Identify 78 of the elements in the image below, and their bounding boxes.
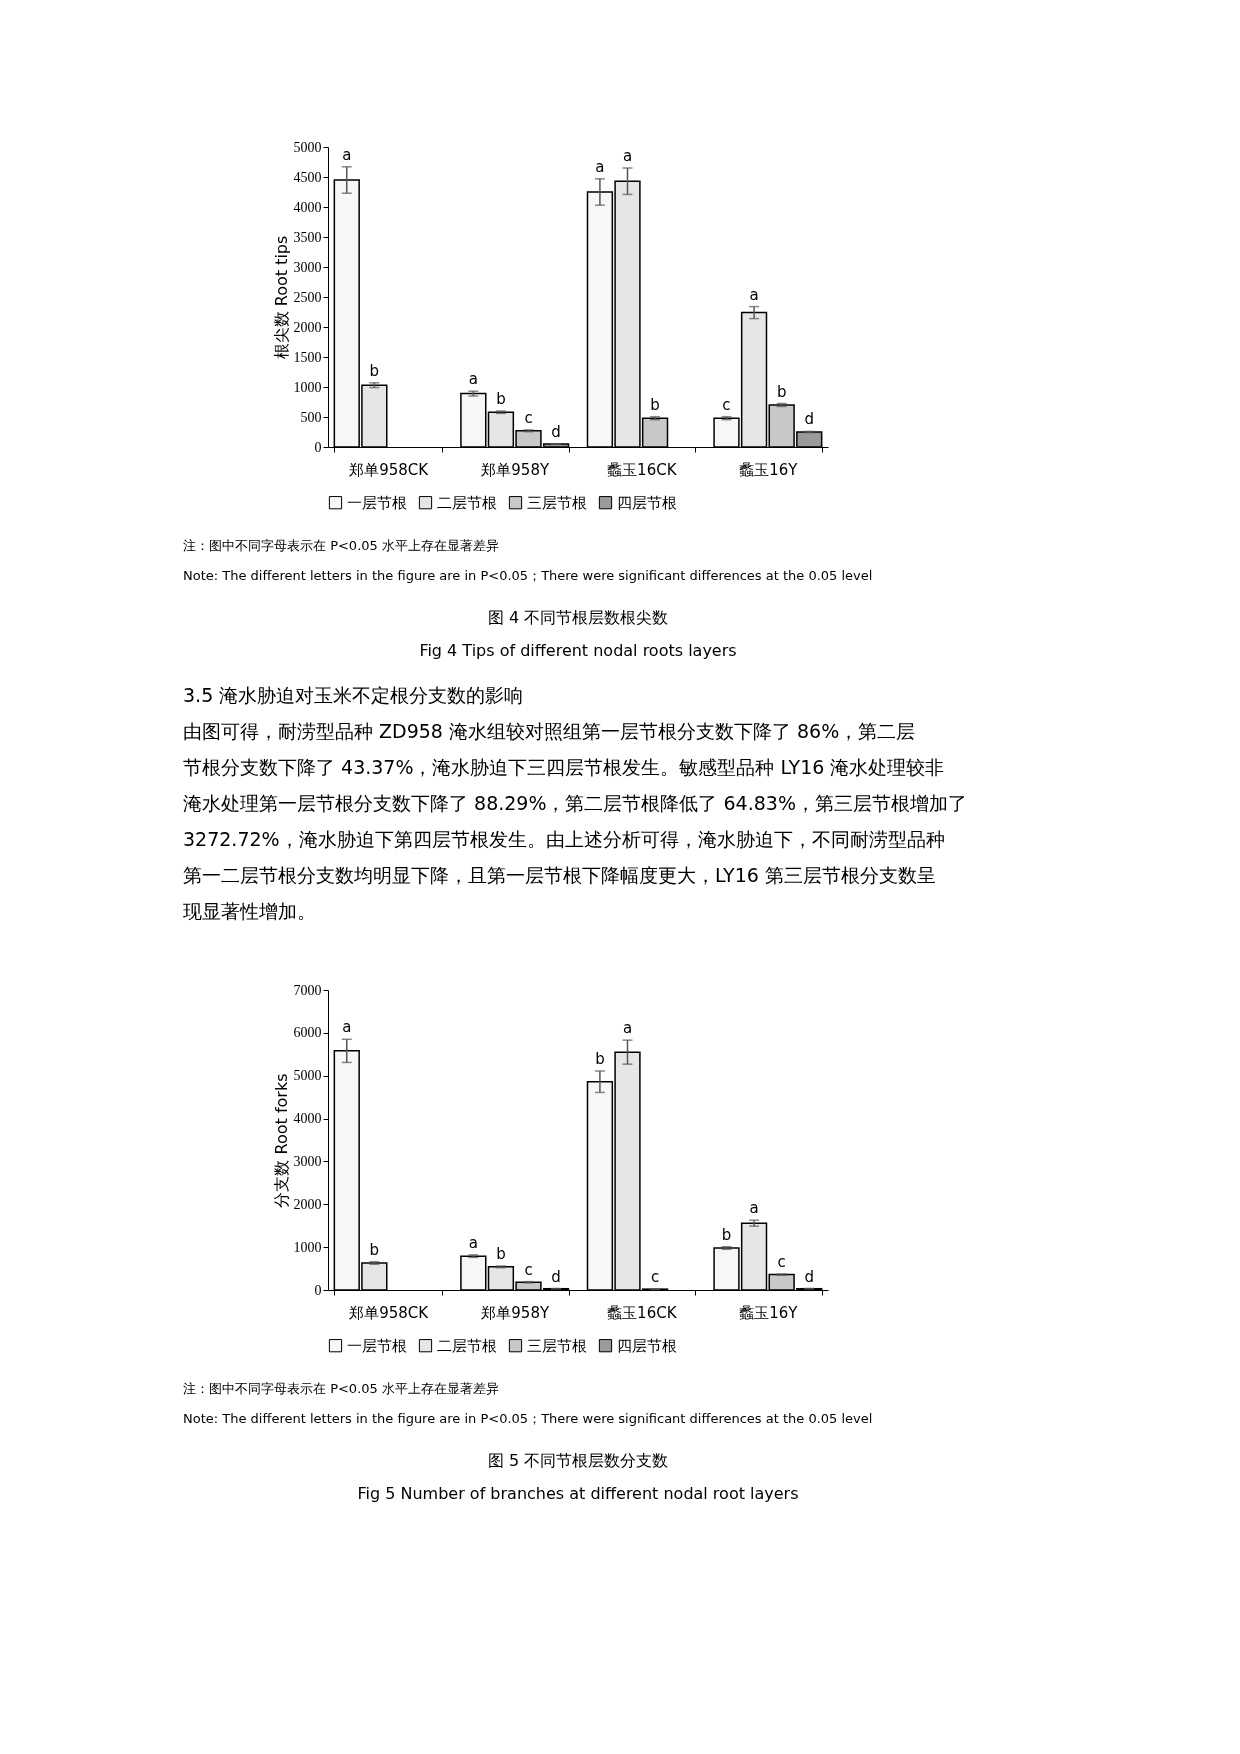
- data-label: b: [369, 1240, 380, 1259]
- y-tick-label: 3000: [293, 1153, 322, 1169]
- legend-label: 一层节根: [347, 493, 407, 512]
- text: Note: The different letters in the figure are in P<0.05；There were significant differences at the 0.05 level: [183, 1411, 873, 1426]
- y-tick-label: 1000: [293, 379, 322, 395]
- x-tick-label: 蠡玉16Y: [739, 460, 799, 479]
- y-axis-title: 根尖数 Root tips: [271, 235, 291, 360]
- legend-label: 三层节根: [527, 1336, 587, 1355]
- x-tick-label: 郑单958Y: [481, 460, 550, 479]
- caption: 图 5 不同节根层数分支数: [487, 1451, 669, 1470]
- data-label: d: [804, 410, 815, 429]
- y-axis-title: 分支数 Root forks: [271, 1073, 291, 1208]
- data-label: a: [622, 1019, 633, 1038]
- y-tick-label: 1000: [293, 1239, 322, 1255]
- y-tick-label: 4000: [293, 1111, 322, 1127]
- data-label: c: [722, 395, 731, 414]
- y-tick-label: 3000: [293, 259, 322, 275]
- data-label: c: [524, 408, 533, 427]
- legend-label: 四层节根: [617, 493, 677, 512]
- data-label: a: [595, 157, 605, 176]
- text: 由图可得，耐涝型品种 ZD958 淹水组较对照组第一层节根分支数下降了 86%，第二层: [183, 720, 916, 742]
- data-label: b: [721, 1225, 732, 1244]
- data-label: d: [551, 1267, 561, 1286]
- text: 注：图中不同字母表示在 P<0.05 水平上存在显著差异: [183, 1381, 499, 1396]
- data-label: c: [650, 1267, 660, 1286]
- legend-label: 二层节根: [437, 1336, 497, 1355]
- text: 第一二层节根分支数均明显下降，且第一层节根下降幅度更大，LY16 第三层节根分支数呈: [183, 864, 936, 886]
- y-tick-label: 4000: [293, 199, 322, 215]
- y-tick-label: 4500: [293, 169, 322, 185]
- legend-label: 三层节根: [527, 493, 587, 512]
- x-tick-label: 郑单958CK: [349, 460, 430, 479]
- text: 淹水处理第一层节根分支数下降了 88.29%，第二层节根降低了 64.83%，第三层节根增加了: [183, 792, 967, 814]
- y-tick-label: 2500: [293, 289, 322, 305]
- y-tick-label: 0: [314, 1282, 322, 1298]
- text: 现显著性增加。: [183, 900, 316, 922]
- y-tick-label: 2000: [293, 1196, 322, 1212]
- x-tick-label: 郑单958Y: [481, 1303, 550, 1322]
- y-tick-label: 6000: [293, 1025, 322, 1041]
- y-tick-label: 0: [314, 439, 322, 455]
- data-label: b: [496, 390, 506, 408]
- text: 节根分支数下降了 43.37%，淹水胁迫下三四层节根发生。敏感型品种 LY16 淹水处理较非: [183, 756, 945, 778]
- text: 3272.72%，淹水胁迫下第四层节根发生。由上述分析可得，淹水胁迫下，不同耐涝型品种: [183, 828, 945, 850]
- y-tick-label: 5000: [293, 139, 322, 155]
- data-label: c: [524, 1260, 533, 1279]
- legend-label: 一层节根: [347, 1336, 407, 1355]
- data-label: a: [468, 1233, 478, 1252]
- caption: Fig 4 Tips of different nodal roots layers: [419, 641, 737, 660]
- y-tick-label: 500: [300, 409, 322, 425]
- y-tick-label: 1500: [293, 349, 322, 365]
- data-label: d: [551, 422, 561, 441]
- legend-label: 四层节根: [617, 1336, 677, 1355]
- caption: 图 4 不同节根层数根尖数: [487, 608, 669, 627]
- x-tick-label: 郑单958CK: [349, 1303, 430, 1322]
- legend-label: 二层节根: [437, 493, 497, 512]
- data-label: a: [342, 1018, 352, 1037]
- data-label: a: [749, 1199, 759, 1218]
- data-label: b: [650, 395, 660, 414]
- text: 3.5 淹水胁迫对玉米不定根分支数的影响: [183, 684, 524, 706]
- text: 注：图中不同字母表示在 P<0.05 水平上存在显著差异: [183, 538, 499, 553]
- y-tick-label: 5000: [293, 1068, 322, 1084]
- data-label: a: [468, 370, 478, 389]
- y-tick-label: 3500: [293, 229, 322, 245]
- x-tick-label: 蠡玉16CK: [607, 1303, 678, 1322]
- caption: Fig 5 Number of branches at different nodal root layers: [357, 1484, 799, 1503]
- data-label: c: [777, 1252, 786, 1271]
- data-label: a: [622, 147, 633, 165]
- y-tick-label: 7000: [293, 982, 322, 998]
- text: Note: The different letters in the figure are in P<0.05；There were significant differences at the 0.05 level: [183, 568, 873, 583]
- y-tick-label: 2000: [293, 319, 322, 335]
- x-tick-label: 蠡玉16Y: [739, 1303, 799, 1322]
- data-label: b: [369, 361, 380, 380]
- data-label: b: [776, 382, 787, 401]
- data-label: a: [749, 285, 759, 304]
- data-label: d: [804, 1267, 815, 1286]
- x-tick-label: 蠡玉16CK: [607, 460, 678, 479]
- data-label: b: [595, 1050, 605, 1068]
- data-label: a: [342, 145, 352, 164]
- data-label: b: [496, 1245, 506, 1263]
